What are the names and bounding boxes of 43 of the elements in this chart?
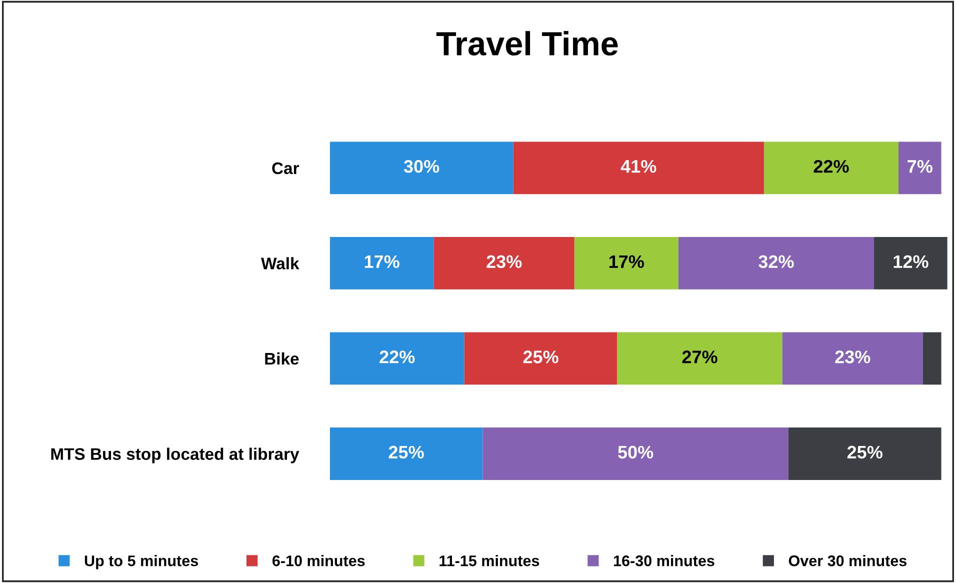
bar <box>330 332 464 385</box>
legend-label: Up to 5 minutes <box>84 555 198 570</box>
bar <box>513 142 764 194</box>
bar <box>330 237 434 290</box>
data-label: 25% <box>388 446 424 459</box>
legend-label: 16-30 minutes <box>614 555 714 566</box>
data-label: 22% <box>814 160 849 173</box>
y-tick-label: Walk <box>261 257 300 270</box>
data-label: 30% <box>404 160 440 173</box>
bar <box>874 237 948 290</box>
data-label: 23% <box>835 350 870 364</box>
data-label: 7% <box>908 160 932 173</box>
y-tick-label: MTS Bus stop located at library <box>51 448 300 464</box>
bar <box>922 332 942 385</box>
bar <box>898 142 942 194</box>
y-tick-label: Bike <box>265 352 299 365</box>
legend-label: 11-15 minutes <box>440 555 540 566</box>
bar <box>782 332 923 385</box>
y-tick-label: Car <box>272 162 300 174</box>
data-label: 12% <box>894 255 928 268</box>
data-label: 27% <box>682 350 718 364</box>
data-label: 17% <box>609 255 644 268</box>
bar <box>482 428 788 480</box>
bar <box>330 142 514 194</box>
bar <box>678 237 874 290</box>
bar <box>330 428 483 480</box>
data-label: 17% <box>364 255 400 268</box>
data-label: 25% <box>847 446 882 459</box>
data-label: 41% <box>620 160 656 173</box>
data-label: 32% <box>758 255 794 268</box>
data-label: 50% <box>618 446 654 459</box>
legend-label: Over 30 minutes <box>788 555 907 566</box>
legend-label: 6-10 minutes <box>272 555 365 566</box>
bar <box>788 428 942 480</box>
bar <box>617 332 782 385</box>
bar <box>764 142 898 194</box>
data-label: 25% <box>523 350 558 364</box>
bar <box>434 237 574 290</box>
bar <box>464 332 618 385</box>
data-label: 22% <box>380 350 415 364</box>
bar <box>574 237 678 290</box>
data-label: 23% <box>486 255 522 268</box>
chart-title: Travel Time <box>436 31 618 56</box>
